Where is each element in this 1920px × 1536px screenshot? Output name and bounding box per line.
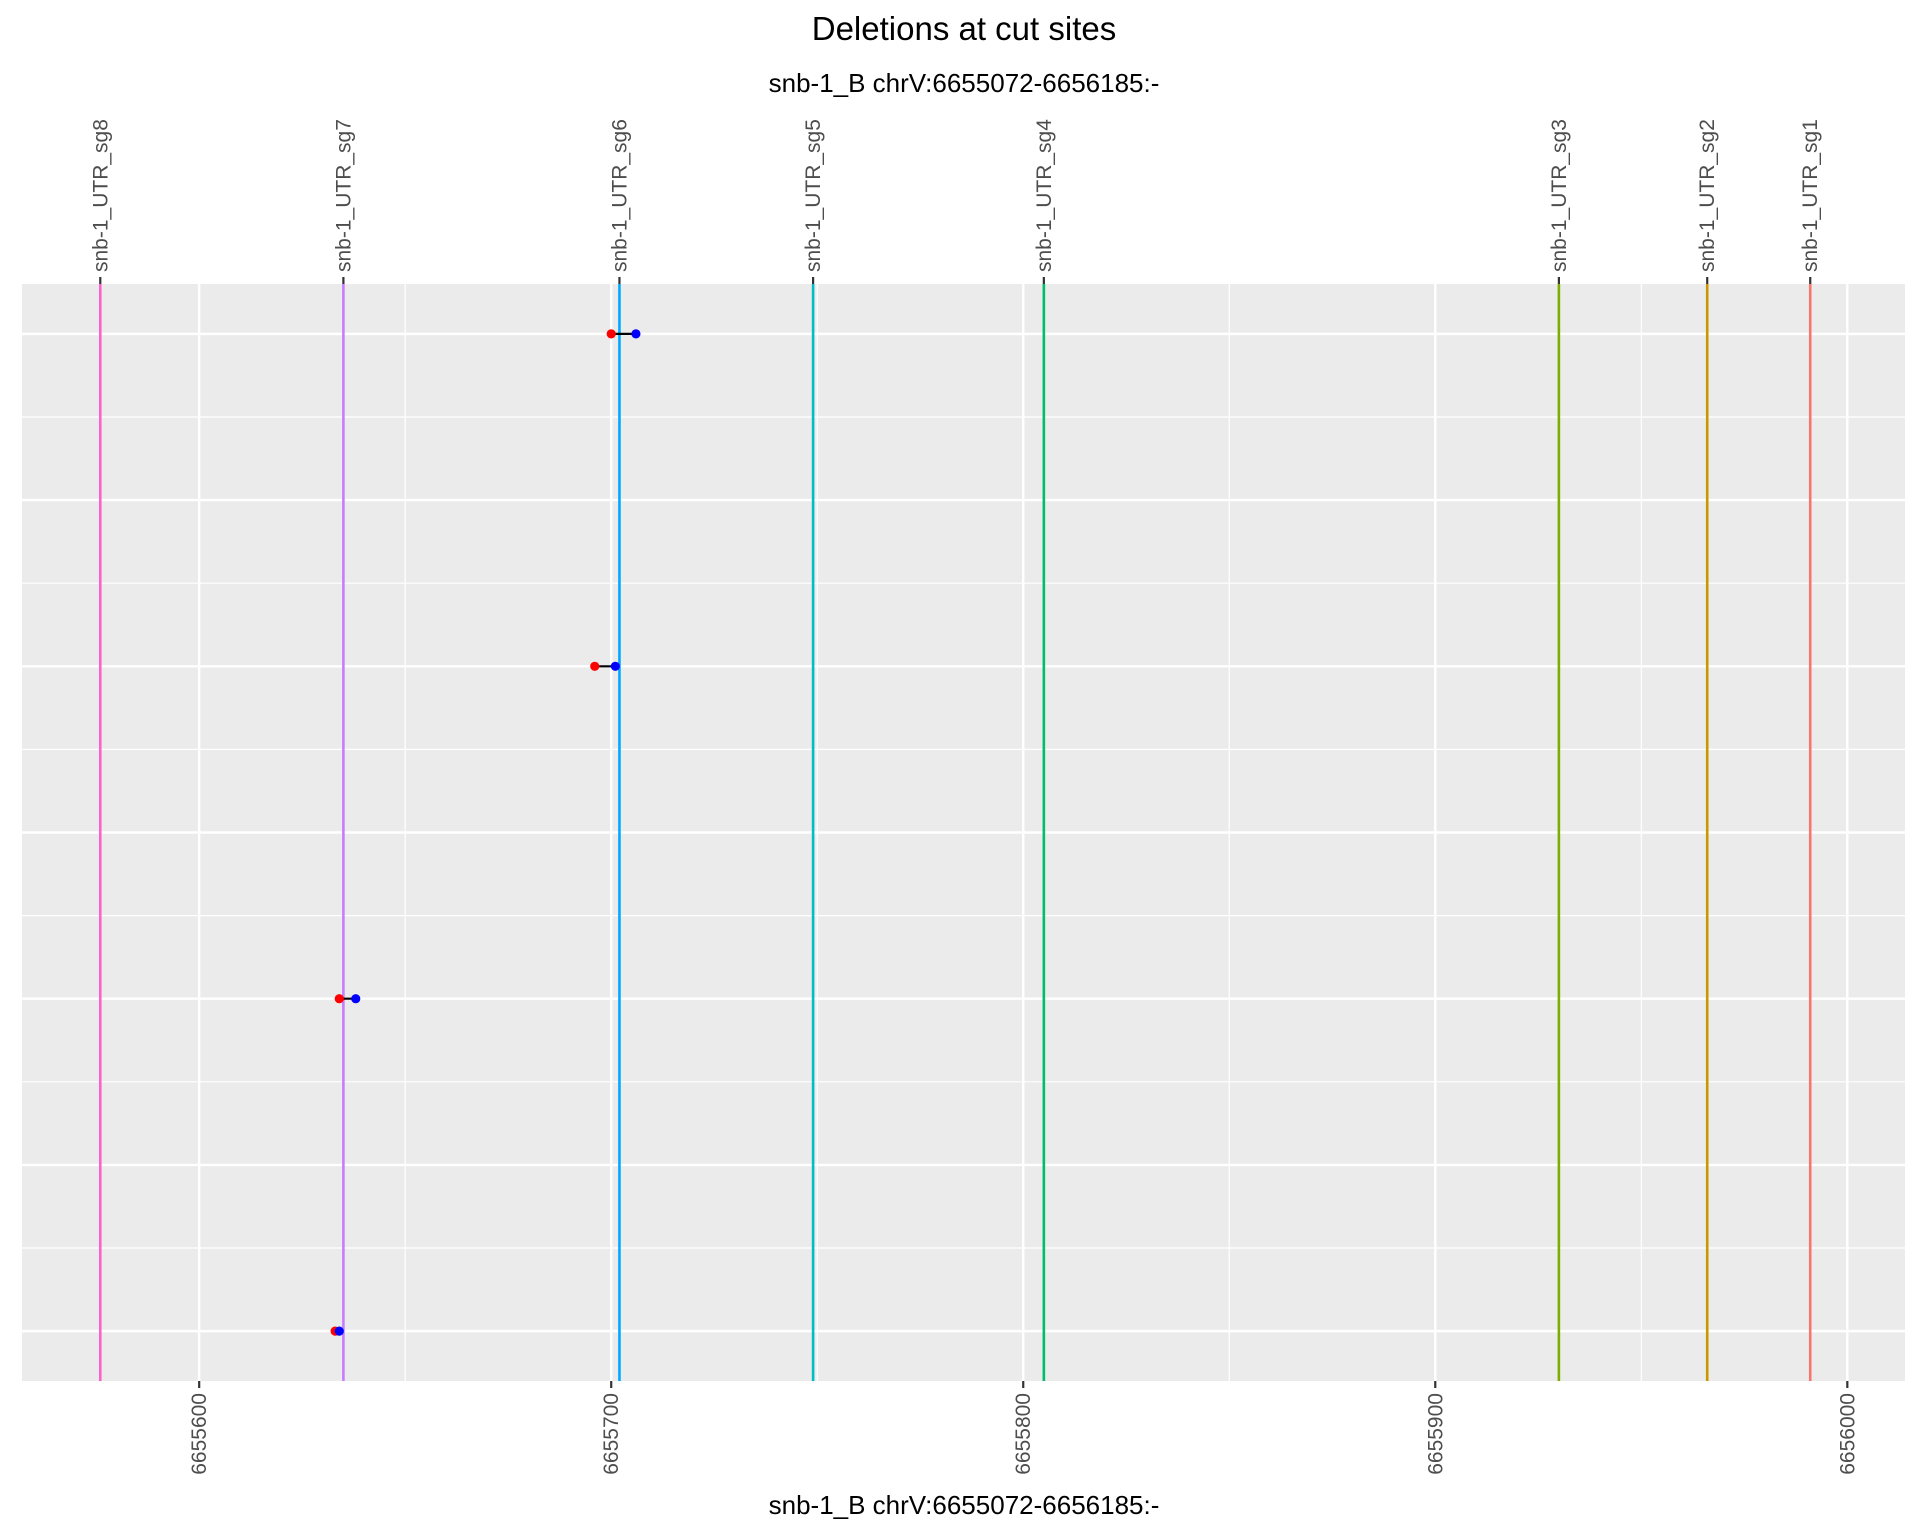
x-axis-tick-label: 6655900 (1424, 1393, 1447, 1475)
cut-site-label: snb-1_UTR_sg5 (802, 119, 825, 272)
x-axis-tick-label: 6655700 (600, 1393, 623, 1475)
deletion-segments (330, 329, 641, 1336)
cut-site-labels: snb-1_UTR_sg8 snb-1_UTR_sg7 snb-1_UTR_sg6 s… (89, 119, 1822, 272)
cut-site-label: snb-1_UTR_sg2 (1696, 119, 1719, 272)
x-axis-tick-label: 6656000 (1836, 1393, 1859, 1475)
deletion-start-point (606, 329, 616, 339)
deletion-start-point (334, 994, 344, 1004)
cut-site-label: snb-1_UTR_sg8 (89, 119, 112, 272)
cut-site-label: snb-1_UTR_sg3 (1548, 119, 1571, 272)
deletion-end-point (631, 329, 641, 339)
deletion-end-point (610, 661, 620, 671)
x-axis-label: snb-1_B chrV:6655072-6656185:- (769, 1490, 1160, 1520)
x-axis-tick-label: 6655600 (188, 1393, 211, 1475)
x-axis-ticks (198, 1381, 1849, 1388)
deletion-end-point (351, 994, 361, 1004)
chart-subtitle: snb-1_B chrV:6655072-6656185:- (769, 68, 1160, 98)
cut-site-label: snb-1_UTR_sg1 (1799, 119, 1822, 272)
cut-site-label: snb-1_UTR_sg4 (1033, 119, 1056, 272)
cut-site-lines (98, 284, 1812, 1381)
chart-title: Deletions at cut sites (812, 10, 1116, 47)
deletion-end-point (334, 1326, 344, 1336)
cut-site-label: snb-1_UTR_sg7 (332, 119, 355, 272)
x-axis-tick-label: 6655800 (1012, 1393, 1035, 1475)
cut-site-label: snb-1_UTR_sg6 (608, 119, 631, 272)
x-axis-tick-labels: 6655600 6655700 6655800 6655900 6656000 (188, 1393, 1859, 1475)
cut-site-ticks (99, 277, 1812, 284)
deletion-start-point (590, 661, 600, 671)
